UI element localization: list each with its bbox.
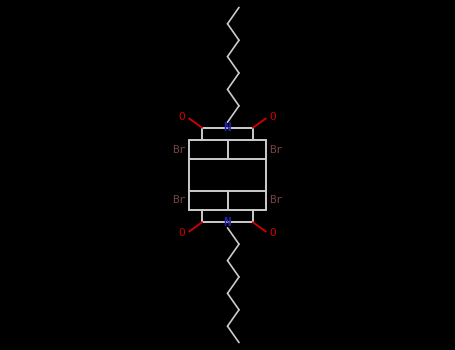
Text: O: O (178, 112, 185, 122)
Text: Br: Br (269, 145, 283, 154)
Text: O: O (178, 228, 185, 238)
Text: O: O (270, 112, 277, 122)
Text: N: N (224, 216, 231, 229)
Text: N: N (224, 121, 231, 134)
Text: Br: Br (172, 196, 186, 205)
Text: O: O (270, 228, 277, 238)
Text: Br: Br (172, 145, 186, 154)
Text: Br: Br (269, 196, 283, 205)
